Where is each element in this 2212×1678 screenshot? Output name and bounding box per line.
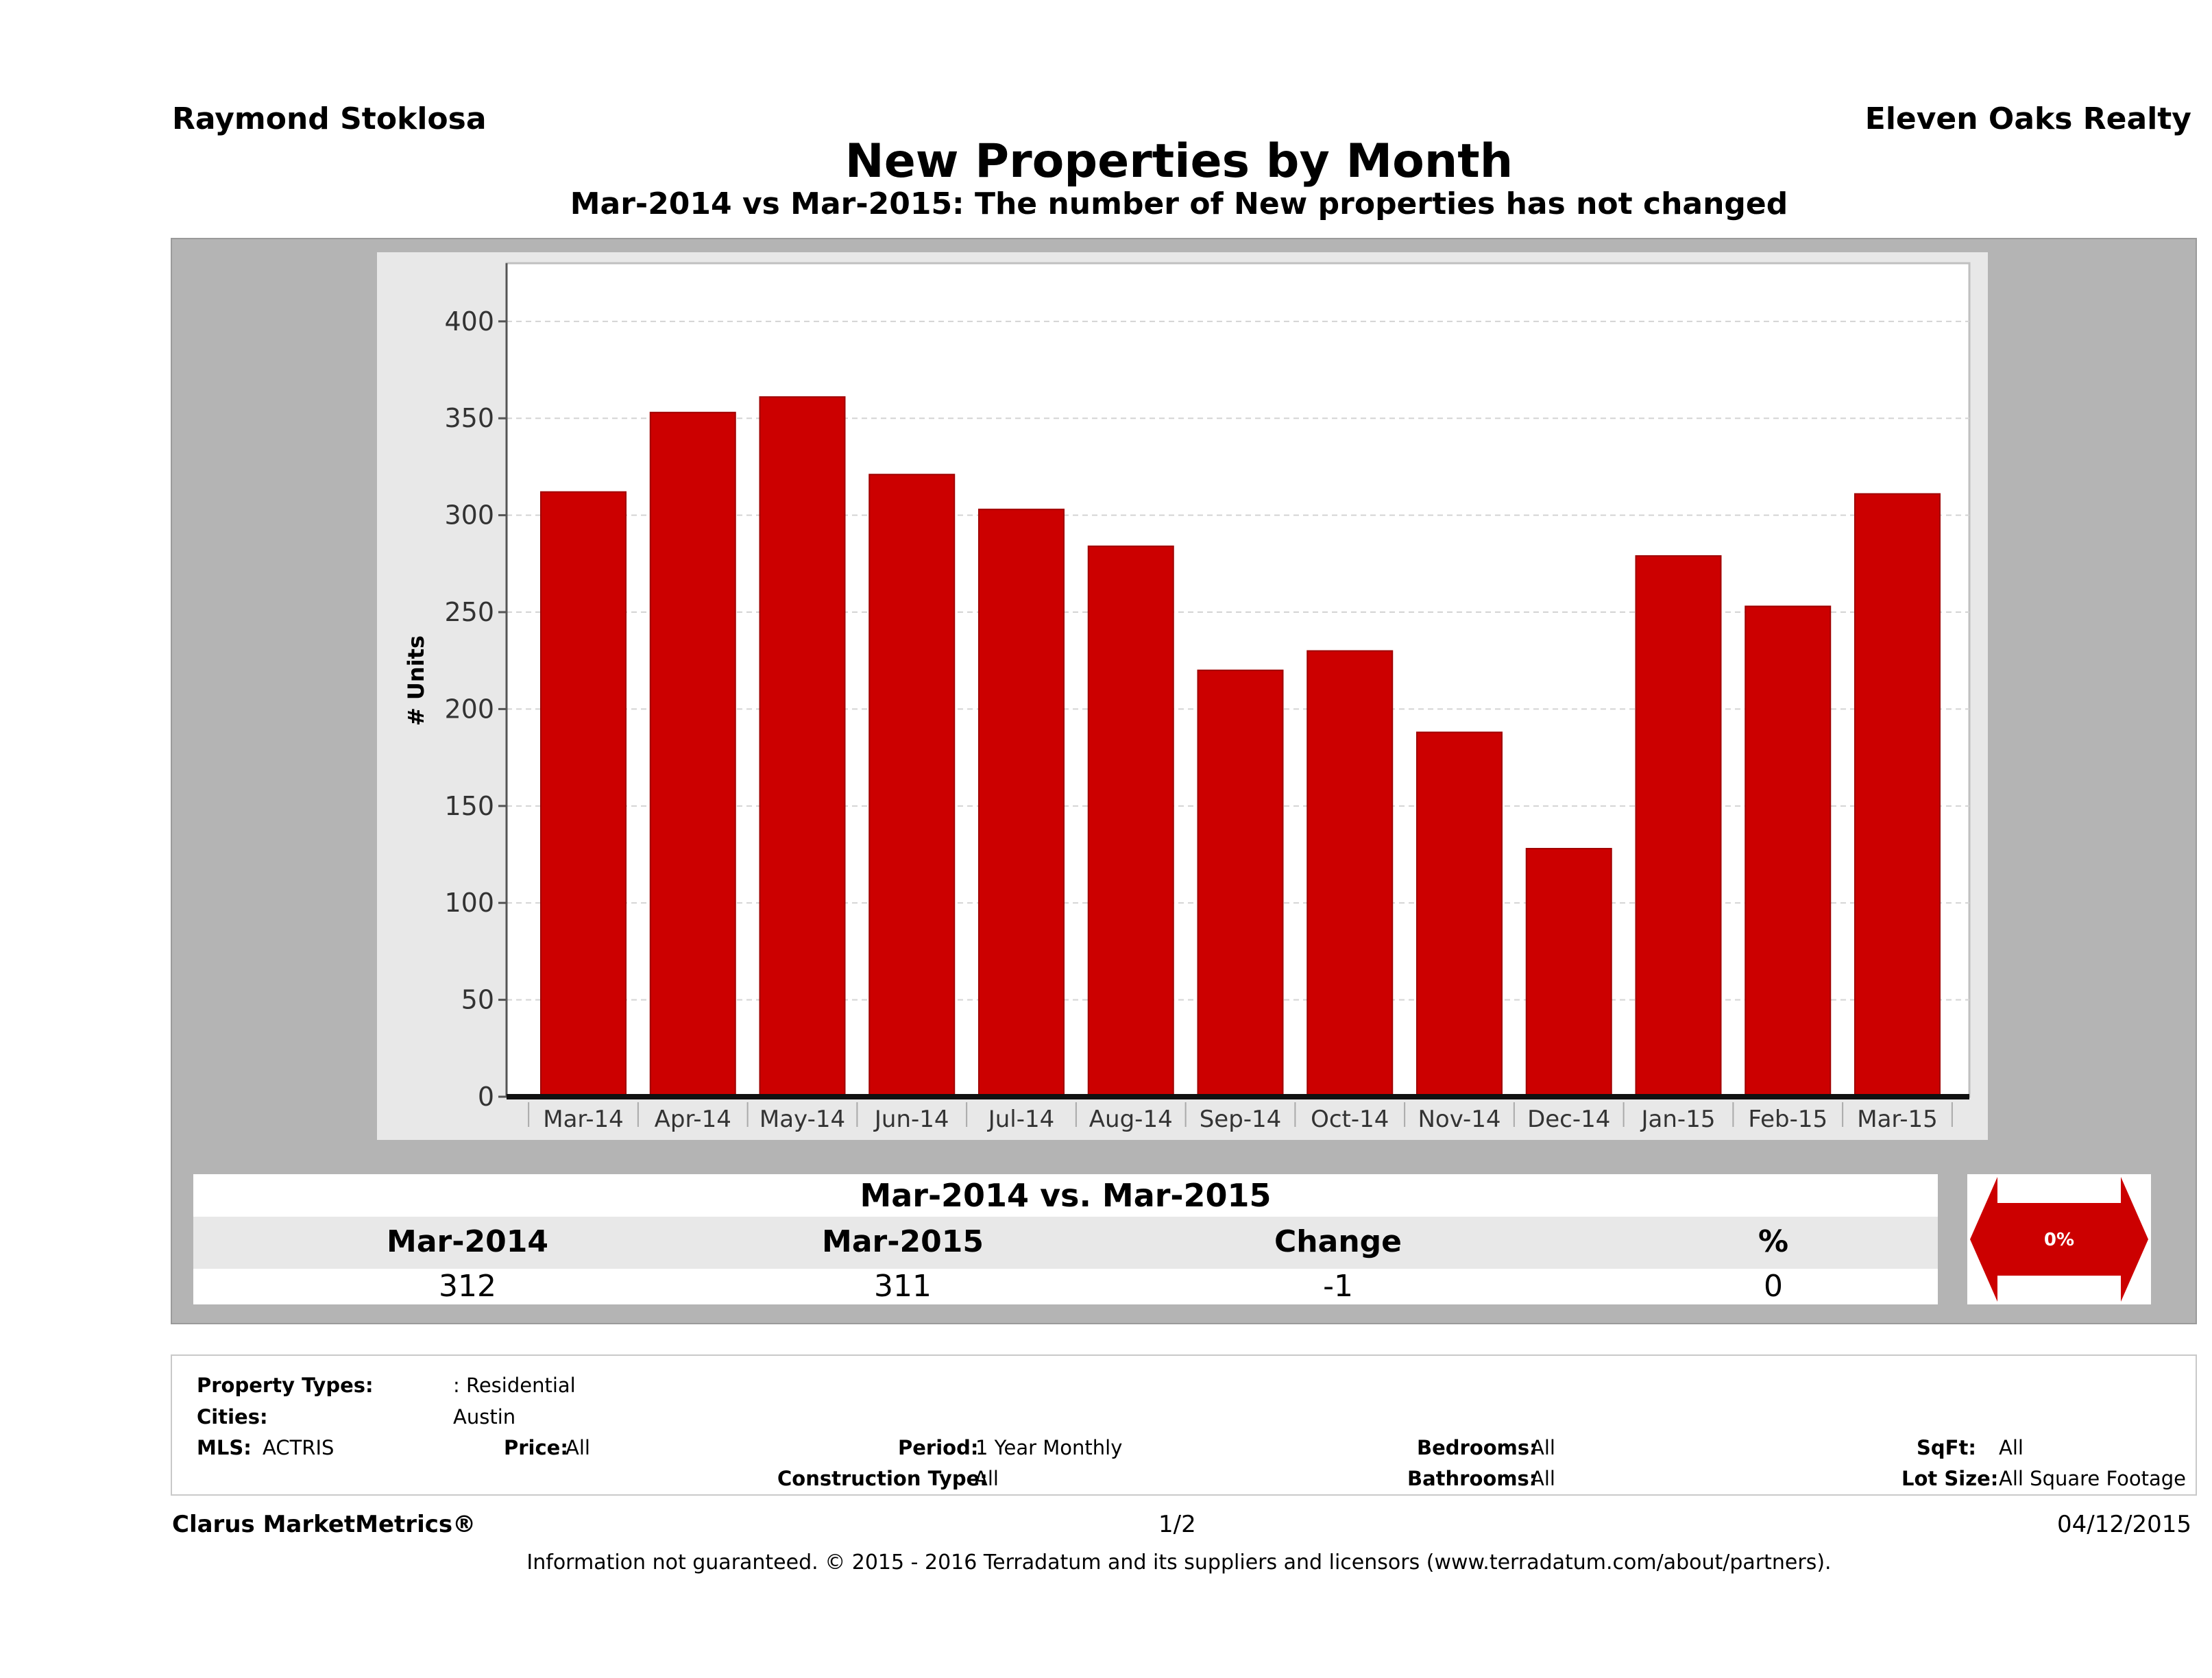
construction-type-label: Construction Type: [777,1467,988,1490]
bar [540,491,627,1098]
property-types-label: Property Types: [197,1374,374,1397]
bar [978,509,1065,1098]
bar [649,411,736,1097]
chart-frame: 0 50 100 150 200 250 300 350 400 Mar-14 Apr-14 May… [377,252,1988,1140]
x-tick-label: Nov-14 [1418,1106,1501,1133]
x-tick-label: Sep-14 [1200,1106,1282,1133]
y-tick-label: 100 [444,888,494,918]
y-tick-label: 50 [461,985,494,1015]
y-tick-label: 300 [444,500,494,531]
brand-name: Clarus MarketMetrics® [172,1511,476,1538]
disclaimer: Information not guaranteed. © 2015 - 201… [526,1551,1832,1574]
chart-subtitle: Mar-2014 vs Mar-2015: The number of New … [570,186,1788,221]
mls-label: MLS: [197,1436,252,1459]
cities-label: Cities: [197,1405,268,1428]
bar [1635,555,1722,1097]
bar [1087,545,1174,1098]
period-label: Period: [898,1436,979,1459]
summary-value-start: 312 [439,1269,496,1304]
cities-value: Austin [453,1405,516,1428]
x-tick-label: Jun-14 [873,1106,949,1133]
change-indicator: 0% [1967,1174,2151,1304]
x-tick-label: Oct-14 [1311,1106,1389,1133]
y-tick-label: 400 [444,306,494,337]
construction-type-value: All [974,1467,999,1490]
summary-header-end: Mar-2015 [822,1224,984,1259]
y-tick-label: 350 [444,403,494,433]
bar [1525,848,1612,1097]
x-tick-label: Dec-14 [1527,1106,1610,1133]
summary-value-end: 311 [874,1269,932,1304]
bar [1745,605,1832,1097]
y-axis-label: # Units [403,635,429,726]
company-name: Eleven Oaks Realty [1864,101,2191,136]
summary-header-change: Change [1274,1224,1402,1259]
x-tick-label: May-14 [759,1106,845,1133]
x-tick-label: Mar-15 [1857,1106,1938,1133]
bar [759,396,846,1097]
x-tick-label: Jan-15 [1640,1106,1716,1133]
report-date: 04/12/2015 [2057,1511,2191,1538]
y-tick-label: 0 [478,1082,494,1112]
bathrooms-label: Bathrooms: [1407,1467,1538,1490]
summary-values-row: 312 311 -1 0 [193,1269,1938,1304]
price-label: Price: [504,1436,568,1459]
change-indicator-label: 0% [2044,1230,2074,1250]
bar [868,474,956,1097]
summary-title: Mar-2014 vs. Mar-2015 [193,1174,1938,1217]
x-tick-label: Aug-14 [1089,1106,1173,1133]
summary-value-change: -1 [1323,1269,1353,1304]
page-number: 1/2 [1158,1511,1196,1538]
double-arrow-icon: 0% [1970,1177,2148,1302]
x-tick-label: Apr-14 [655,1106,731,1133]
bar-chart: 0 50 100 150 200 250 300 350 400 Mar-14 Apr-14 May… [403,262,1971,1133]
sqft-label: SqFt: [1917,1436,1976,1459]
summary-value-percent: 0 [1764,1269,1783,1304]
agent-name: Raymond Stoklosa [172,101,487,136]
bar [1854,493,1941,1097]
summary-table: Mar-2014 vs. Mar-2015 Mar-2014 Mar-2015 … [193,1174,1938,1304]
bar [1416,731,1503,1097]
chart-title: New Properties by Month [844,134,1514,189]
filter-criteria: Property Types: : Residential Cities: Au… [171,1354,2197,1496]
bar [1197,669,1284,1097]
summary-header-start: Mar-2014 [387,1224,548,1259]
price-value: All [566,1436,590,1459]
mls-value: ACTRIS [263,1436,335,1459]
lot-size-value: All Square Footage [1999,1467,2187,1490]
property-types-value: : Residential [453,1374,576,1397]
summary-header-percent: % [1758,1224,1789,1259]
y-tick-label: 150 [444,791,494,821]
bedrooms-label: Bedrooms: [1417,1436,1538,1459]
x-tick-label: Mar-14 [543,1106,624,1133]
y-tick-label: 250 [444,597,494,627]
x-tick-label: Feb-15 [1748,1106,1827,1133]
x-tick-label: Jul-14 [987,1106,1055,1133]
y-tick-label: 200 [444,694,494,724]
lot-size-label: Lot Size: [1901,1467,1999,1490]
bar [1306,650,1394,1097]
sqft-value: All [1999,1436,2023,1459]
period-value: 1 Year Monthly [975,1436,1123,1459]
bedrooms-value: All [1531,1436,1555,1459]
bathrooms-value: All [1531,1467,1555,1490]
